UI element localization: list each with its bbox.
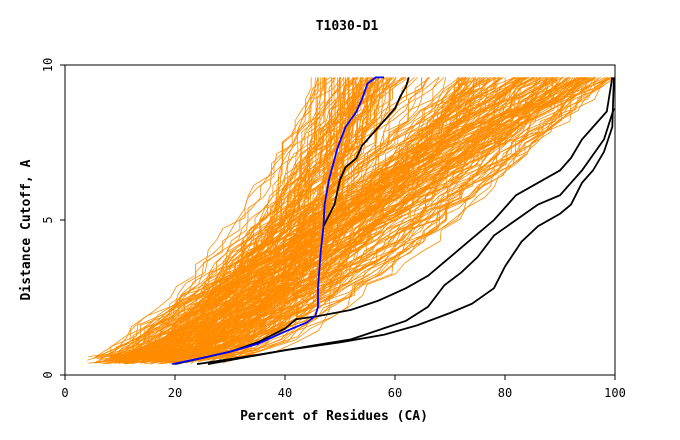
- y-tick-label: 0: [41, 371, 55, 378]
- model-line: [200, 77, 499, 357]
- x-tick-label: 60: [388, 386, 402, 400]
- model-line: [129, 77, 439, 361]
- model-line: [99, 77, 397, 360]
- model-line: [158, 77, 581, 363]
- model-line: [143, 77, 554, 364]
- model-line: [104, 77, 585, 360]
- model-line: [109, 77, 464, 364]
- x-tick-label: 100: [604, 386, 626, 400]
- y-tick-label: 10: [41, 58, 55, 72]
- x-axis-label: Percent of Residues (CA): [240, 409, 428, 424]
- x-axis-ticks: 0 20 40 60 80 100: [61, 375, 626, 400]
- highlight-line: [174, 77, 614, 365]
- model-line: [143, 77, 466, 365]
- model-line: [149, 77, 548, 361]
- model-line: [115, 77, 362, 364]
- model-line: [111, 77, 570, 363]
- model-line: [161, 77, 407, 361]
- model-line: [177, 77, 524, 357]
- model-line: [156, 77, 491, 358]
- x-tick-label: 0: [61, 386, 68, 400]
- model-line: [124, 77, 521, 360]
- model-line: [152, 77, 521, 363]
- model-line: [122, 77, 405, 359]
- model-line: [208, 77, 474, 358]
- model-line: [155, 77, 447, 363]
- model-line: [134, 77, 418, 362]
- highlight-line: [172, 76, 384, 365]
- highlight-line: [207, 77, 615, 365]
- highlight-lines: [172, 76, 615, 365]
- y-axis-label: Distance Cutoff, A: [19, 159, 34, 300]
- highlight-line: [196, 108, 615, 365]
- y-tick-label: 5: [41, 216, 55, 223]
- y-axis-ticks: 0 5 10: [41, 58, 65, 379]
- model-line: [132, 77, 491, 358]
- model-line: [107, 77, 575, 363]
- x-tick-label: 40: [278, 386, 292, 400]
- model-line: [205, 77, 547, 360]
- highlight-line: [322, 77, 410, 227]
- chart-title: T1030-D1: [316, 19, 379, 34]
- model-line: [126, 77, 541, 361]
- model-line: [156, 77, 410, 361]
- model-line: [123, 77, 500, 362]
- model-line: [166, 77, 608, 361]
- background-model-lines: [86, 77, 616, 365]
- model-line: [197, 77, 550, 358]
- model-line: [204, 77, 616, 364]
- model-line: [165, 77, 501, 360]
- model-line: [202, 77, 596, 361]
- model-line: [194, 77, 613, 361]
- model-line: [191, 77, 578, 365]
- model-line: [162, 77, 445, 364]
- model-line: [141, 77, 429, 359]
- model-line: [131, 77, 554, 365]
- x-tick-label: 80: [498, 386, 512, 400]
- model-line: [139, 77, 460, 361]
- model-line: [145, 77, 520, 357]
- model-line: [159, 77, 587, 362]
- model-line: [133, 77, 431, 359]
- model-line: [134, 77, 487, 358]
- model-line: [103, 77, 404, 364]
- model-line: [183, 77, 584, 361]
- x-tick-label: 20: [168, 386, 182, 400]
- model-line: [150, 77, 519, 363]
- model-line: [135, 77, 553, 361]
- model-line: [93, 77, 331, 359]
